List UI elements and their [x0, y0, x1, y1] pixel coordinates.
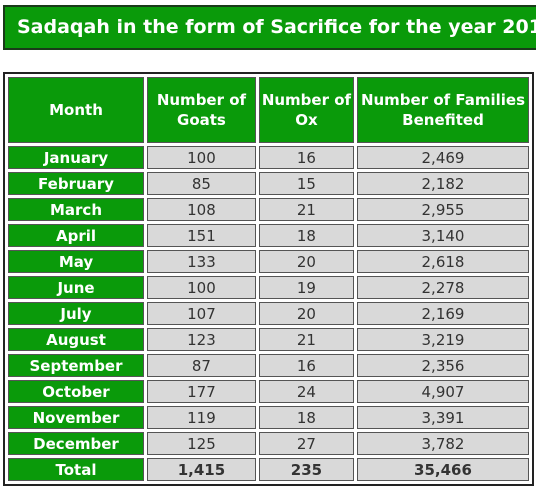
column-header: Number of Ox — [258, 77, 354, 143]
month-cell: August — [8, 328, 144, 351]
value-cell: 85 — [147, 172, 256, 195]
value-cell: 2,182 — [356, 172, 529, 195]
value-cell: 16 — [258, 146, 354, 169]
header-row: Month Number of Goats Number of Ox Number o… — [8, 77, 529, 143]
title-bar: Sadaqah in the form of Sacrifice for the… — [3, 5, 536, 50]
column-header: Number of Goats — [147, 77, 256, 143]
month-cell: Total — [8, 458, 144, 481]
value-cell: 4,907 — [356, 380, 529, 403]
value-cell: 2,955 — [356, 198, 529, 221]
value-cell: 21 — [258, 328, 354, 351]
value-cell: 16 — [258, 354, 354, 377]
month-cell: October — [8, 380, 144, 403]
value-cell: 18 — [258, 224, 354, 247]
table-row: July 107 20 2,169 — [8, 302, 529, 325]
value-cell: 20 — [258, 302, 354, 325]
column-header: Number of Families Benefited — [356, 77, 529, 143]
value-cell: 20 — [258, 250, 354, 273]
page: Sadaqah in the form of Sacrifice for the… — [3, 5, 536, 486]
value-cell: 2,169 — [356, 302, 529, 325]
value-cell: 3,219 — [356, 328, 529, 351]
table-row: March 108 21 2,955 — [8, 198, 529, 221]
value-cell: 3,391 — [356, 406, 529, 429]
month-cell: September — [8, 354, 144, 377]
table-row: September 87 16 2,356 — [8, 354, 529, 377]
value-cell: 18 — [258, 406, 354, 429]
value-cell: 123 — [147, 328, 256, 351]
value-cell: 133 — [147, 250, 256, 273]
value-cell: 107 — [147, 302, 256, 325]
value-cell: 3,140 — [356, 224, 529, 247]
month-cell: March — [8, 198, 144, 221]
value-cell: 19 — [258, 276, 354, 299]
month-cell: May — [8, 250, 144, 273]
table-row: December 125 27 3,782 — [8, 432, 529, 455]
value-cell: 100 — [147, 276, 256, 299]
value-cell: 24 — [258, 380, 354, 403]
month-cell: January — [8, 146, 144, 169]
table-row: February 85 15 2,182 — [8, 172, 529, 195]
table-row: April 151 18 3,140 — [8, 224, 529, 247]
value-cell: 27 — [258, 432, 354, 455]
value-cell: 1,415 — [147, 458, 256, 481]
column-header: Month — [8, 77, 144, 143]
value-cell: 100 — [147, 146, 256, 169]
table-row: May 133 20 2,618 — [8, 250, 529, 273]
value-cell: 177 — [147, 380, 256, 403]
table-row: August 123 21 3,219 — [8, 328, 529, 351]
value-cell: 235 — [258, 458, 354, 481]
data-table: Month Number of Goats Number of Ox Number o… — [3, 72, 534, 486]
table-row: January 100 16 2,469 — [8, 146, 529, 169]
month-cell: December — [8, 432, 144, 455]
value-cell: 2,618 — [356, 250, 529, 273]
value-cell: 2,356 — [356, 354, 529, 377]
month-cell: November — [8, 406, 144, 429]
total-row: Total 1,415 235 35,466 — [8, 458, 529, 481]
value-cell: 108 — [147, 198, 256, 221]
value-cell: 2,278 — [356, 276, 529, 299]
value-cell: 87 — [147, 354, 256, 377]
value-cell: 15 — [258, 172, 354, 195]
month-cell: February — [8, 172, 144, 195]
table-row: November 119 18 3,391 — [8, 406, 529, 429]
value-cell: 2,469 — [356, 146, 529, 169]
table-row: October 177 24 4,907 — [8, 380, 529, 403]
value-cell: 119 — [147, 406, 256, 429]
value-cell: 21 — [258, 198, 354, 221]
month-cell: April — [8, 224, 144, 247]
month-cell: June — [8, 276, 144, 299]
value-cell: 35,466 — [356, 458, 529, 481]
table-body: January 100 16 2,469 February 85 15 2,182 March 1… — [8, 146, 529, 481]
month-cell: July — [8, 302, 144, 325]
value-cell: 151 — [147, 224, 256, 247]
table-row: June 100 19 2,278 — [8, 276, 529, 299]
value-cell: 3,782 — [356, 432, 529, 455]
value-cell: 125 — [147, 432, 256, 455]
